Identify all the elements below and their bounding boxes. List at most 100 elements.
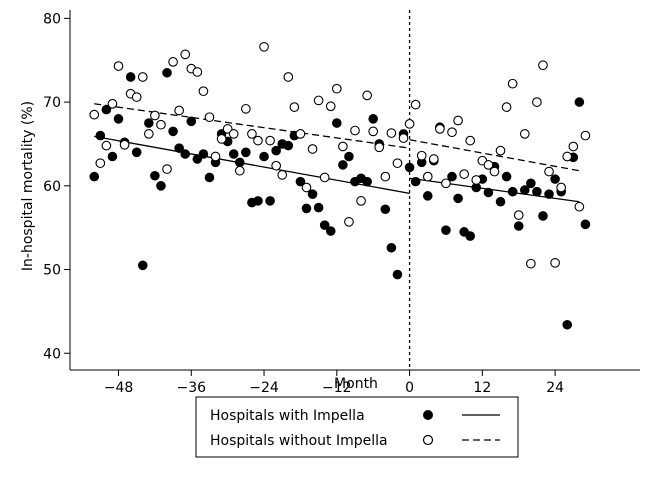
point-without-impella [210, 151, 221, 162]
point-without-impella [544, 166, 554, 177]
point-with-impella [228, 149, 239, 159]
y-tick-label: 80 [43, 11, 61, 27]
point-without-impella [319, 172, 330, 183]
point-without-impella [507, 78, 518, 89]
point-with-impella [526, 178, 536, 189]
point-with-impella [513, 221, 524, 231]
y-tick-label: 70 [43, 95, 61, 111]
point-without-impella [168, 57, 178, 67]
point-with-impella [562, 319, 573, 330]
point-without-impella [198, 86, 209, 97]
point-with-impella [265, 196, 275, 206]
point-without-impella [204, 112, 215, 123]
point-without-impella [422, 171, 433, 182]
point-with-impella [192, 154, 203, 164]
x-tick-label: −24 [249, 380, 279, 396]
x-tick-label: −48 [104, 380, 134, 396]
point-without-impella [234, 165, 245, 176]
fit-line-without-impella [94, 103, 410, 149]
point-with-impella [319, 220, 330, 230]
point-without-impella [156, 119, 166, 130]
point-with-impella [483, 187, 494, 198]
point-without-impella [362, 90, 372, 101]
point-with-impella [253, 196, 263, 206]
point-without-impella [550, 257, 560, 268]
point-with-impella [544, 189, 554, 199]
point-without-impella [568, 141, 579, 152]
point-with-impella [180, 149, 191, 159]
point-without-impella [131, 92, 142, 102]
y-tick-label: 50 [43, 263, 61, 279]
point-with-impella [441, 225, 451, 235]
point-without-impella [192, 67, 203, 77]
point-with-impella [538, 211, 548, 221]
point-without-impella [538, 60, 548, 71]
point-without-impella [519, 129, 530, 139]
fit-line-with-impella [94, 135, 410, 194]
point-without-impella [162, 164, 172, 174]
point-without-impella [325, 101, 336, 112]
point-without-impella [428, 154, 439, 164]
point-with-impella [125, 72, 136, 82]
point-with-impella [410, 176, 421, 187]
point-with-impella [204, 172, 215, 183]
point-without-impella [495, 145, 506, 156]
point-without-impella [222, 124, 233, 134]
point-without-impella [471, 175, 482, 185]
point-without-impella [119, 139, 130, 150]
point-with-impella [453, 193, 463, 204]
x-tick-label: −12 [322, 380, 352, 396]
point-with-impella [198, 149, 209, 159]
point-without-impella [556, 182, 567, 193]
x-tick-label: 24 [546, 380, 564, 396]
point-with-impella [113, 114, 124, 124]
point-with-impella [465, 231, 476, 241]
point-with-impella [325, 226, 336, 236]
point-with-impella [447, 171, 457, 182]
point-without-impella [447, 127, 457, 138]
point-with-impella [301, 203, 312, 214]
point-with-impella [422, 191, 433, 201]
point-with-impella [131, 147, 142, 158]
y-tick-label: 60 [43, 179, 61, 195]
point-with-impella [344, 151, 354, 162]
point-with-impella [507, 186, 518, 197]
point-without-impella [441, 178, 451, 189]
x-tick-label: 0 [405, 380, 414, 396]
legend-label-with-impella: Hospitals with Impella [210, 408, 365, 424]
axes: 40 50 60 70 80 −48 −36 −24 −12 0 12 24 [43, 10, 640, 396]
point-with-impella [144, 118, 154, 128]
x-axis-title: Month [334, 376, 378, 392]
point-with-impella [168, 126, 178, 137]
point-without-impella [580, 130, 591, 141]
legend-label-without-impella: Hospitals without Impella [210, 433, 388, 449]
point-with-impella [107, 151, 118, 162]
point-without-impella [259, 41, 269, 52]
x-tick-label: 12 [473, 380, 491, 396]
point-without-impella [483, 160, 494, 170]
point-with-impella [101, 104, 112, 115]
fit-line-without-impella [409, 139, 580, 172]
point-without-impella [95, 158, 106, 169]
point-without-impella [532, 97, 542, 107]
point-with-impella [234, 157, 245, 168]
point-without-impella [313, 95, 324, 106]
point-without-impella [562, 151, 573, 162]
point-without-impella [289, 102, 300, 112]
point-without-impella [404, 119, 415, 129]
point-without-impella [277, 170, 288, 180]
point-with-impella [580, 219, 591, 230]
point-without-impella [368, 126, 379, 137]
point-without-impella [410, 99, 421, 110]
point-with-impella [380, 204, 391, 215]
point-with-impella [313, 202, 324, 213]
point-without-impella [392, 158, 403, 169]
point-without-impella [174, 105, 184, 116]
point-without-impella [350, 125, 360, 136]
point-without-impella [489, 166, 500, 177]
point-with-impella [241, 147, 251, 158]
point-with-impella [386, 242, 397, 253]
point-with-impella [95, 130, 106, 141]
